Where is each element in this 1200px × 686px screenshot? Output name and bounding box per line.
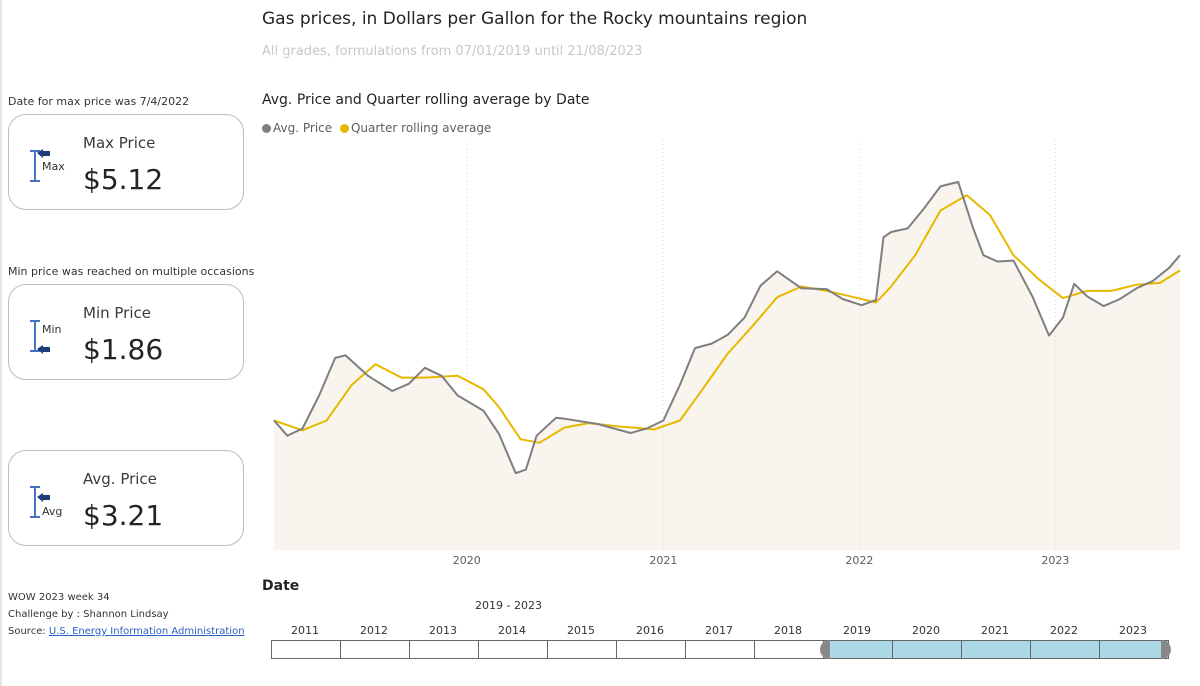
slicer-year-label-2023: 2023 xyxy=(1119,624,1147,637)
avg-price-card: Avg Avg. Price $3.21 xyxy=(8,450,244,546)
avg-price-area xyxy=(274,181,1180,550)
slicer-segment-2015[interactable] xyxy=(547,640,617,659)
slicer-handle-right[interactable] xyxy=(1161,640,1171,659)
slicer-year-label-2021: 2021 xyxy=(981,624,1009,637)
min-price-value: $1.86 xyxy=(83,333,164,366)
footer-week: WOW 2023 week 34 xyxy=(8,592,110,603)
max-icon-text: Max xyxy=(42,160,65,173)
slicer-handle-left[interactable] xyxy=(820,640,830,659)
slicer-year-label-2017: 2017 xyxy=(705,624,733,637)
left-edge-border xyxy=(0,0,2,686)
slicer-segment-2013[interactable] xyxy=(409,640,479,659)
line-chart[interactable]: 2020 2021 2022 2023 xyxy=(262,140,1192,572)
slicer-year-label-2016: 2016 xyxy=(636,624,664,637)
source-label: Source: xyxy=(8,626,46,637)
min-price-card: Min Min Price $1.86 xyxy=(8,284,244,380)
legend-item-rolling[interactable]: Quarter rolling average xyxy=(339,121,492,135)
footer-source: Source: U.S. Energy Information Administ… xyxy=(8,626,245,637)
avg-price-line xyxy=(273,180,1181,475)
x-tick-2023: 2023 xyxy=(1041,554,1069,567)
chart-legend: Avg. Price Quarter rolling average xyxy=(262,121,495,135)
slicer-year-label-2015: 2015 xyxy=(567,624,595,637)
legend-label-rolling: Quarter rolling average xyxy=(350,121,492,135)
slicer-year-label-2012: 2012 xyxy=(360,624,388,637)
slicer-segment-2012[interactable] xyxy=(340,640,410,659)
min-icon-text: Min xyxy=(42,323,62,336)
min-occasions-note: Min price was reached on multiple occasi… xyxy=(8,265,255,278)
source-link[interactable]: U.S. Energy Information Administration xyxy=(48,626,245,637)
min-arrow-icon: Min xyxy=(30,320,62,354)
x-tick-2020: 2020 xyxy=(453,554,481,567)
slicer-segment-2020[interactable] xyxy=(892,640,962,659)
slicer-segment-2019[interactable] xyxy=(823,640,893,659)
page-subtitle: All grades, formulations from 07/01/2019… xyxy=(262,44,643,59)
max-arrow-icon: Max xyxy=(30,149,65,182)
legend-label-avg: Avg. Price xyxy=(273,121,333,135)
footer-challenge: Challenge by : Shannon Lindsay xyxy=(8,609,169,620)
legend-dot-rolling xyxy=(339,124,349,133)
slicer-segment-2011[interactable] xyxy=(271,640,341,659)
max-price-label: Max Price xyxy=(83,134,156,152)
slicer-year-label-2022: 2022 xyxy=(1050,624,1078,637)
avg-price-value: $3.21 xyxy=(83,499,164,532)
slicer-year-label-2020: 2020 xyxy=(912,624,940,637)
chart-title: Avg. Price and Quarter rolling average b… xyxy=(262,92,590,108)
slicer-segment-2018[interactable] xyxy=(754,640,824,659)
legend-item-avg[interactable]: Avg. Price xyxy=(262,121,332,135)
avg-arrow-icon: Avg xyxy=(30,486,62,518)
slicer-segment-2022[interactable] xyxy=(1030,640,1100,659)
slicer-title: Date xyxy=(262,578,300,594)
rolling-average-line xyxy=(273,194,1181,444)
slicer-year-label-2013: 2013 xyxy=(429,624,457,637)
max-date-note: Date for max price was 7/4/2022 xyxy=(8,95,190,108)
slicer-year-label-2018: 2018 xyxy=(774,624,802,637)
slicer-year-label-2011: 2011 xyxy=(291,624,319,637)
avg-price-label: Avg. Price xyxy=(83,470,157,488)
avg-icon-text: Avg xyxy=(42,505,62,518)
x-tick-2022: 2022 xyxy=(845,554,873,567)
slicer-range-label: 2019 - 2023 xyxy=(475,599,542,612)
slicer-segment-2017[interactable] xyxy=(685,640,755,659)
slicer-segment-2014[interactable] xyxy=(478,640,548,659)
slicer-segment-2016[interactable] xyxy=(616,640,686,659)
page-title: Gas prices, in Dollars per Gallon for th… xyxy=(262,9,808,29)
min-price-label: Min Price xyxy=(83,304,151,322)
slicer-segment-2021[interactable] xyxy=(961,640,1031,659)
slicer-year-label-2019: 2019 xyxy=(843,624,871,637)
max-price-value: $5.12 xyxy=(83,163,164,196)
x-tick-2021: 2021 xyxy=(649,554,677,567)
slicer-segment-2023[interactable] xyxy=(1099,640,1169,659)
slicer-year-label-2014: 2014 xyxy=(498,624,526,637)
max-price-card: Max Max Price $5.12 xyxy=(8,114,244,210)
legend-dot-avg xyxy=(262,124,271,133)
